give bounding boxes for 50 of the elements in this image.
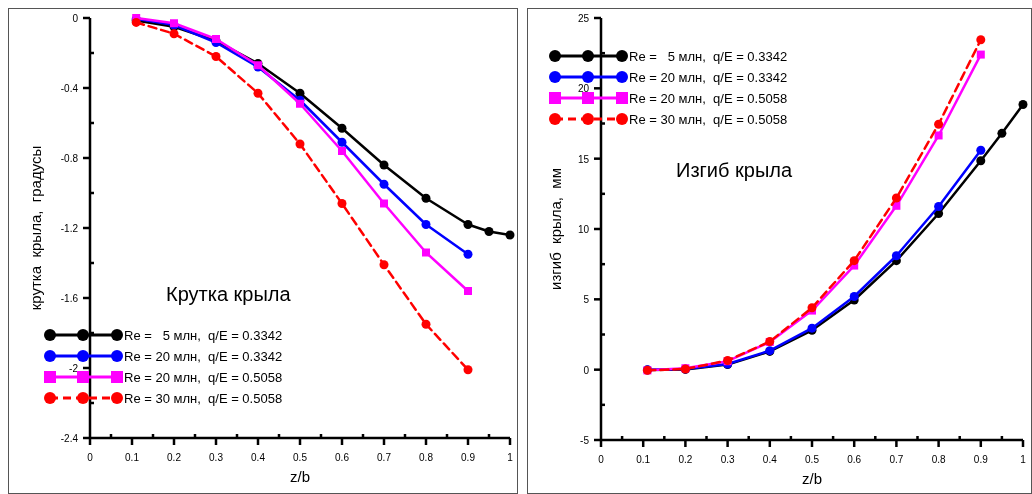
y-tick-label: 0 [583,364,590,376]
y-tick-label: -0.8 [60,153,79,164]
x-tick-label: 0.8 [931,454,946,465]
annotation: Крутка крыла [166,283,292,305]
y-tick-label: 10 [577,224,590,235]
legend-label: Re = 20 млн, q/E = 0.3342 [629,70,788,85]
legend-label: Re = 5 млн, q/E = 0.3342 [629,49,788,64]
x-tick-label: 0.9 [461,452,476,463]
y-tick-label: -2 [69,363,79,374]
x-tick-label: 0.4 [251,452,266,463]
x-tick-label: 0.7 [889,454,904,465]
y-tick-label: -1.2 [60,223,79,234]
x-axis-title: z/b [801,470,823,487]
y-tick-label: -1.6 [60,293,79,304]
x-tick-label: 1 [507,452,514,463]
y-tick-label: -2.4 [60,433,79,444]
x-tick-label: 0 [598,454,605,465]
legend-label: Re = 20 млн, q/E = 0.5058 [124,370,283,385]
y-axis-title: изгиб крыла, мм [547,168,564,290]
x-tick-label: 0 [87,452,94,463]
y-tick-label: 0 [72,13,79,24]
x-tick-label: 0.3 [720,454,735,465]
x-tick-label: 0.6 [335,452,350,463]
x-tick-label: 0.3 [209,452,224,463]
legend-label: Re = 30 млн, q/E = 0.5058 [124,391,283,406]
x-tick-label: 0.1 [125,452,140,463]
legend-label: Re = 30 млн, q/E = 0.5058 [629,112,788,127]
x-tick-label: 0.1 [636,454,651,465]
x-tick-label: 0.8 [419,452,434,463]
legend-label: Re = 20 млн, q/E = 0.5058 [629,91,788,106]
x-tick-label: 0.6 [847,454,862,465]
x-axis-title: z/b [289,468,311,485]
x-tick-label: 0.5 [293,452,308,463]
y-tick-label: -5 [580,435,590,446]
x-tick-label: 0.5 [805,454,820,465]
legend-label: Re = 20 млн, q/E = 0.3342 [124,349,283,364]
legend-label: Re = 5 млн, q/E = 0.3342 [124,328,283,343]
x-tick-label: 1 [1020,454,1027,465]
y-axis-title: крутка крыла, градусы [27,145,44,311]
y-tick-label: 20 [577,83,590,95]
x-tick-label: 0.2 [167,452,182,463]
x-tick-label: 0.4 [762,454,778,465]
y-tick-label: 5 [583,294,590,306]
x-tick-label: 0.7 [377,452,392,463]
x-tick-label: 0.2 [678,454,693,465]
annotation: Изгиб крыла [676,159,793,181]
y-tick-label: 15 [577,153,590,165]
x-tick-label: 0.9 [973,454,989,465]
y-tick-label: -0.4 [60,83,79,94]
y-tick-label: 25 [577,13,590,24]
